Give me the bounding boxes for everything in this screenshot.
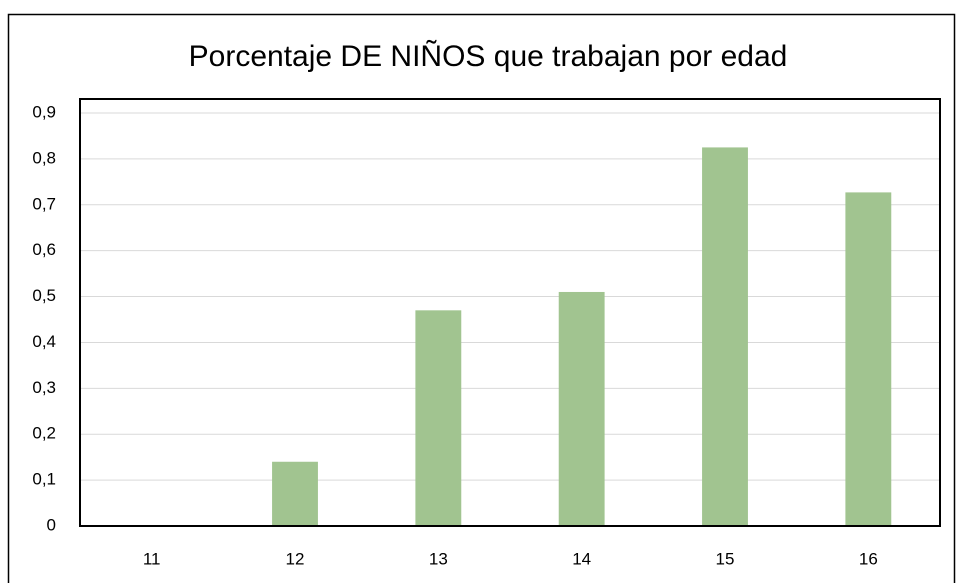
x-tick-label: 14 xyxy=(572,549,591,568)
x-tick-label: 11 xyxy=(143,549,161,568)
y-tick-label: 0,9 xyxy=(32,102,56,121)
y-tick-label: 0 xyxy=(47,515,56,534)
x-tick-label: 12 xyxy=(286,549,305,568)
bar xyxy=(845,192,892,527)
bar xyxy=(415,310,462,526)
y-tick-label: 0,8 xyxy=(32,148,56,167)
plot-border xyxy=(79,98,941,527)
y-tick-label: 0,6 xyxy=(32,240,56,259)
y-tick-label: 0,2 xyxy=(32,424,56,443)
x-tick-label: 15 xyxy=(716,549,735,568)
y-tick-label: 0,4 xyxy=(32,332,56,351)
x-tick-label: 16 xyxy=(859,549,878,568)
bar xyxy=(272,461,318,526)
bar xyxy=(558,291,605,526)
y-tick-label: 0,3 xyxy=(32,378,56,397)
chart-title: Porcentaje DE NIÑOS que trabajan por eda… xyxy=(189,39,788,73)
y-tick-label: 0,1 xyxy=(32,470,56,489)
y-tick-label: 0,5 xyxy=(32,286,56,305)
y-tick-label: 0,7 xyxy=(32,194,56,213)
bar xyxy=(702,147,748,526)
x-tick-label: 13 xyxy=(429,549,448,568)
chart-frame xyxy=(7,13,956,583)
